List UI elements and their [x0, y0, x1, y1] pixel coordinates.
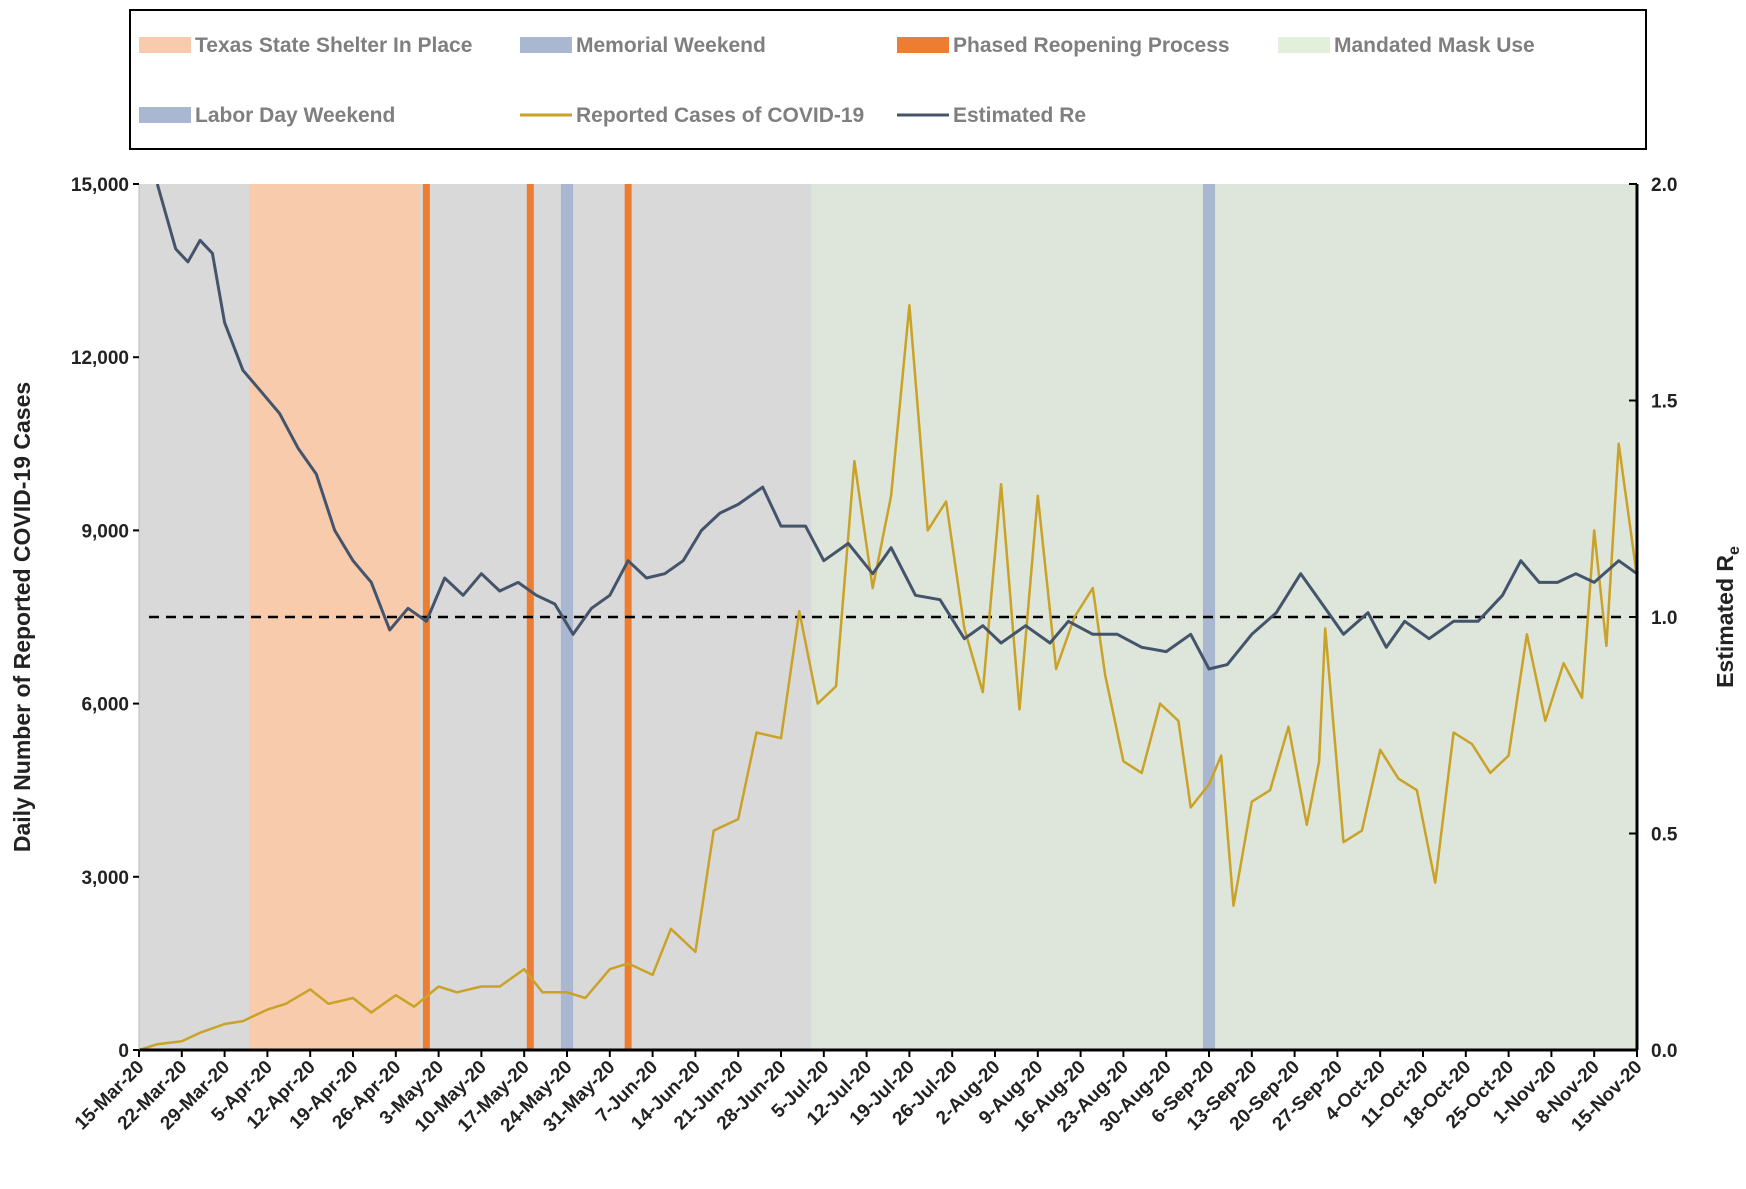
legend-swatch	[139, 37, 191, 53]
y-tick-label: 12,000	[71, 348, 129, 369]
legend-swatch	[520, 37, 572, 53]
y-tick-label: 9,000	[81, 521, 129, 542]
y-tick-label: 3,000	[81, 868, 129, 889]
legend-label: Labor Day Weekend	[195, 104, 395, 127]
y2-tick-label: 1.5	[1651, 392, 1678, 413]
y-tick-label: 15,000	[71, 175, 129, 196]
series-line	[155, 184, 1637, 671]
y-tick-label: 6,000	[81, 695, 129, 716]
legend-swatch	[1278, 37, 1330, 53]
y2-tick-label: 1.0	[1651, 608, 1677, 629]
legend-label: Texas State Shelter In Place	[195, 34, 472, 57]
y-tick-label: 0	[118, 1041, 129, 1062]
y2-label-sub: e	[1726, 546, 1743, 555]
y2-label-main: Estimated R	[1712, 555, 1738, 688]
legend-swatch	[897, 37, 949, 53]
legend-label: Estimated Re	[953, 104, 1086, 127]
y2-axis-label: Estimated Re	[1712, 546, 1743, 688]
series-line	[139, 303, 1637, 1050]
legend-label: Memorial Weekend	[576, 34, 766, 57]
legend-label: Phased Reopening Process	[953, 34, 1230, 57]
legend-swatch	[139, 107, 191, 123]
y2-tick-label: 0.0	[1651, 1041, 1677, 1062]
legend-label: Reported Cases of COVID-19	[576, 104, 864, 127]
y-axis-label: Daily Number of Reported COVID-19 Cases	[9, 382, 35, 852]
legend-label: Mandated Mask Use	[1334, 34, 1535, 57]
legend-box	[129, 9, 1647, 150]
y2-tick-label: 2.0	[1651, 175, 1677, 196]
y2-tick-label: 0.5	[1651, 825, 1678, 846]
